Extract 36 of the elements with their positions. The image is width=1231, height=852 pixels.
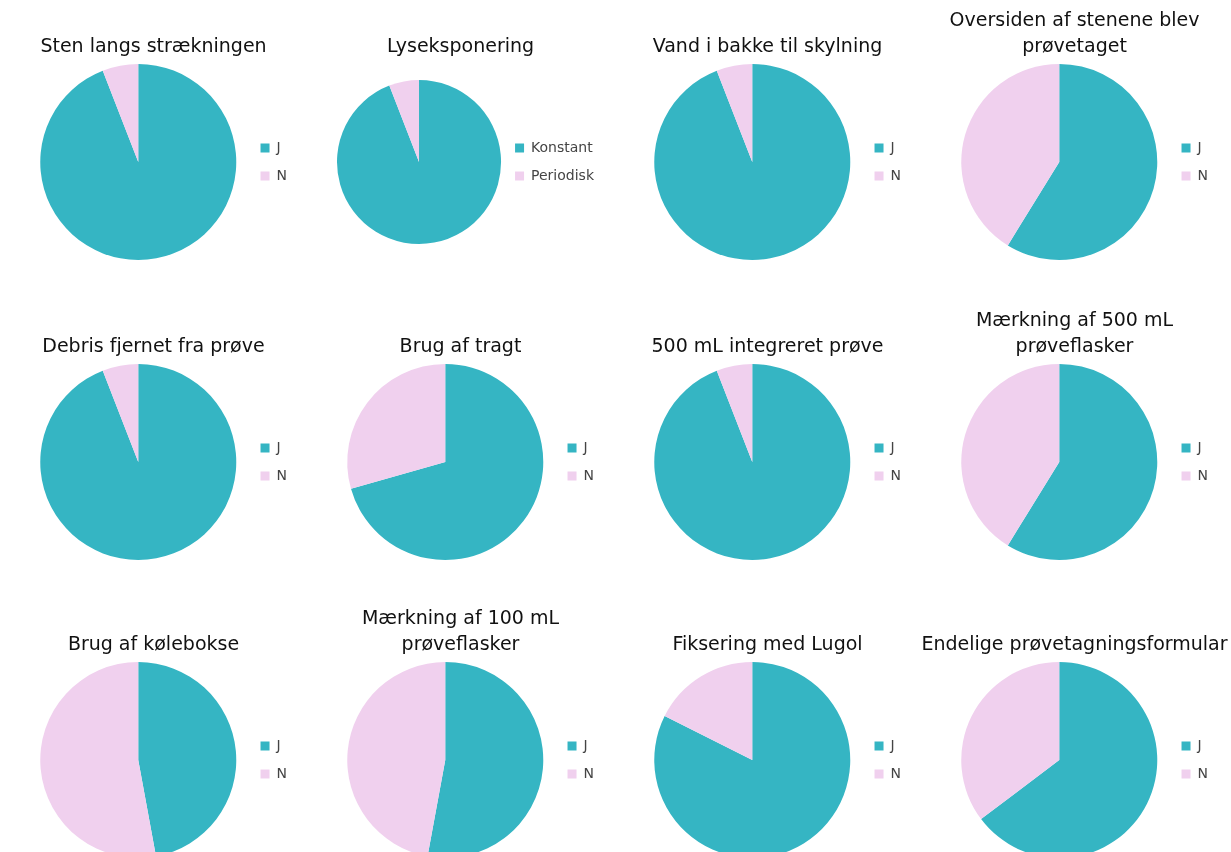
chart-title: Brug af kølebokse [66,631,241,656]
legend-label: N [1197,764,1209,781]
legend-label: Konstant [531,138,594,155]
chart-title: Lyseksponering [385,33,536,58]
chart-title: Fiksering med Lugol [671,631,864,656]
chart-title: Vand i bakke til skylning [651,33,884,58]
legend-label: J [889,736,895,753]
legend-label: J [1196,736,1202,753]
legend-label: J [1196,438,1202,455]
chart-title: Brug af tragt [398,333,523,358]
legend-label: N [890,466,902,483]
chart-title: 500 mL integreret prøve [650,333,885,358]
legend-label: N [890,166,902,183]
chart-title: Oversiden af stenene blev prøvetaget [948,7,1201,58]
chart-title: Debris fjernet fra prøve [41,333,266,358]
legend-label: N [1197,466,1209,483]
legend-label: J [889,138,895,155]
legend-label: N [583,764,595,781]
legend-label: J [582,736,588,753]
legend-label: N [890,764,902,781]
legend-label: J [275,736,281,753]
legend-label: N [1197,166,1209,183]
legend-label: N [276,166,288,183]
legend-label: J [275,138,281,155]
legend-label: N [276,466,288,483]
legend-label: J [582,438,588,455]
legend-label: J [889,438,895,455]
chart-title: Mærkning af 500 mL prøveflasker [974,307,1175,358]
legend-label: Periodisk [531,166,595,183]
legend-label: J [275,438,281,455]
chart-title: Mærkning af 100 mL prøveflasker [360,605,561,656]
chart-title: Sten langs strækningen [39,33,268,58]
legend-label: N [276,764,288,781]
chart-title: Endelige prøvetagningsformular [921,631,1228,656]
legend-label: J [1196,138,1202,155]
legend-label: N [583,466,595,483]
